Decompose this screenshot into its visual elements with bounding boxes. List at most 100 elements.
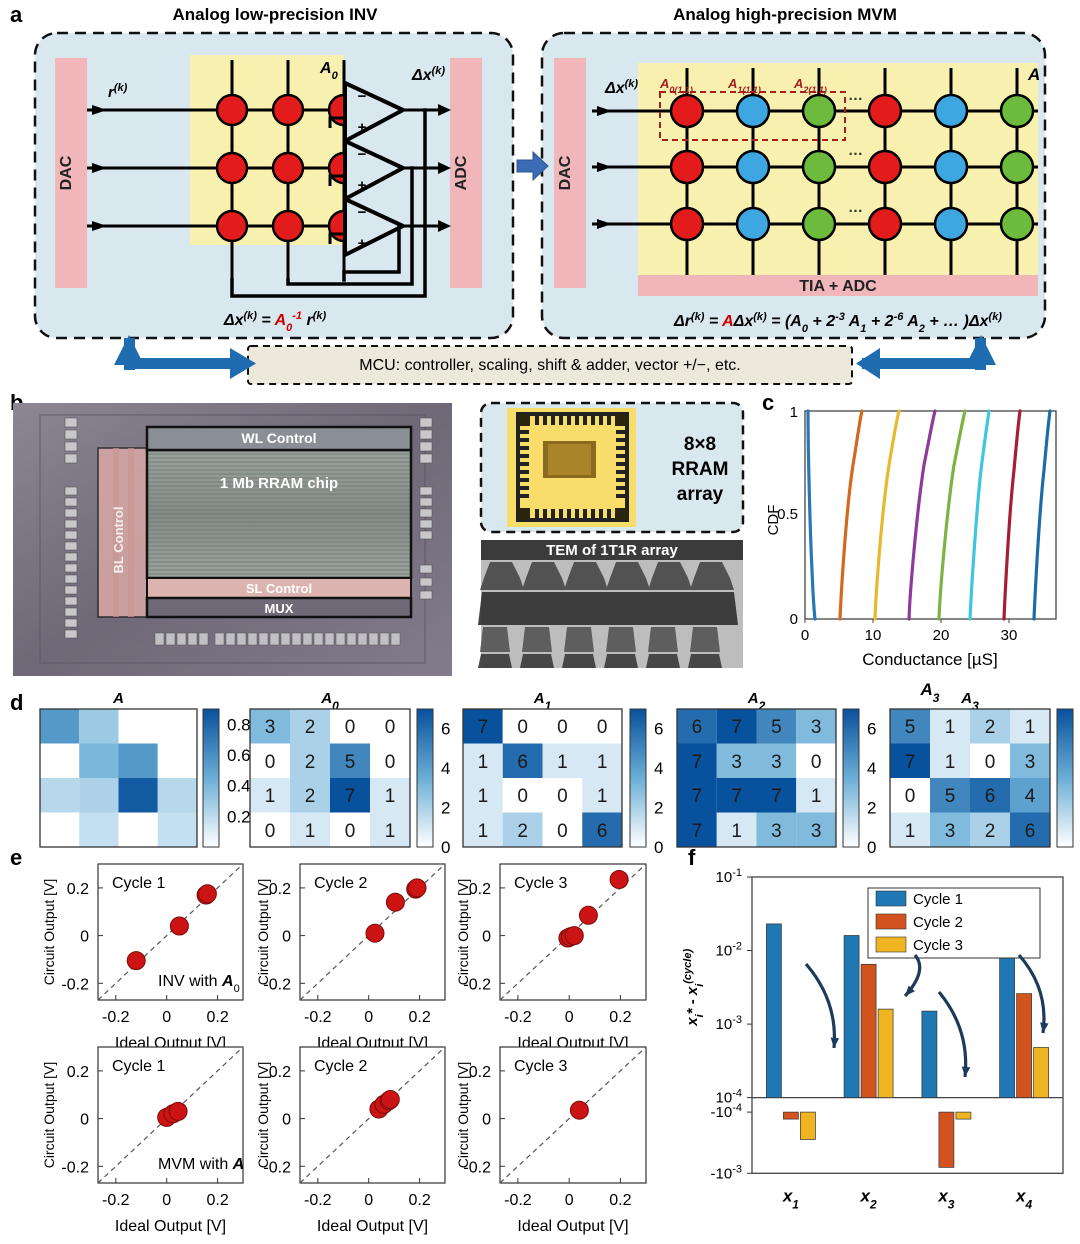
svg-text:6: 6 [985,786,996,807]
svg-text:2: 2 [985,821,996,842]
svg-text:0: 0 [345,821,356,842]
svg-text:0: 0 [517,717,528,738]
svg-text:-0.2: -0.2 [102,1192,130,1209]
svg-text:A: A [1027,65,1040,84]
svg-text:1: 1 [790,404,798,421]
svg-text:0.2: 0.2 [469,881,491,898]
svg-text:…: … [848,87,863,104]
svg-text:−: − [358,204,367,221]
svg-text:0: 0 [801,627,809,644]
svg-text:ADC: ADC [453,155,470,190]
svg-text:1: 1 [1025,717,1036,738]
svg-text:0: 0 [565,1192,574,1209]
svg-text:Circuit Output [V]: Circuit Output [V] [255,1062,271,1169]
svg-text:7: 7 [905,752,916,773]
svg-text:1: 1 [478,752,489,773]
svg-text:0: 0 [80,1112,89,1129]
svg-text:1: 1 [265,786,276,807]
svg-text:-0.2: -0.2 [504,1192,532,1209]
svg-text:1 Mb RRAM chip: 1 Mb RRAM chip [220,475,338,492]
svg-text:1: 1 [905,821,916,842]
svg-text:e: e [10,845,22,870]
svg-text:0.2: 0.2 [408,1192,430,1209]
svg-text:0: 0 [557,717,568,738]
svg-text:-0.2: -0.2 [102,1009,130,1026]
svg-text:DAC: DAC [557,155,574,190]
svg-text:Circuit Output [V]: Circuit Output [V] [455,879,471,986]
svg-text:0: 0 [811,752,822,773]
svg-text:array: array [677,484,724,505]
svg-text:0: 0 [265,821,276,842]
svg-text:0.2: 0.2 [206,1009,228,1026]
svg-text:0: 0 [162,1009,171,1026]
svg-text:0: 0 [265,752,276,773]
svg-text:−: − [358,88,367,105]
svg-text:2: 2 [441,799,450,818]
svg-text:Ideal Output [V]: Ideal Output [V] [317,1218,428,1235]
svg-text:Cycle 2: Cycle 2 [314,1058,367,1075]
svg-text:1: 1 [811,786,822,807]
svg-text:−: − [358,146,367,163]
svg-text:6: 6 [867,720,876,739]
svg-text:3: 3 [771,821,782,842]
svg-text:1: 1 [597,752,608,773]
svg-text:0.4: 0.4 [227,777,251,796]
svg-text:0: 0 [364,1009,373,1026]
svg-text:Circuit Output [V]: Circuit Output [V] [41,879,57,986]
svg-text:0.2: 0.2 [67,881,89,898]
svg-text:0.6: 0.6 [227,746,251,765]
svg-text:-0.2: -0.2 [504,1009,532,1026]
svg-text:7: 7 [692,821,703,842]
svg-text:Conductance [µS]: Conductance [µS] [862,650,998,669]
svg-text:0.2: 0.2 [609,1192,631,1209]
svg-text:6: 6 [692,717,703,738]
svg-text:0: 0 [482,929,491,946]
svg-text:10: 10 [865,627,882,644]
svg-text:0: 0 [385,717,396,738]
svg-text:-0.2: -0.2 [304,1192,332,1209]
svg-text:MVM with A: MVM with A [158,1156,244,1173]
svg-text:MCU: controller, scaling, shif: MCU: controller, scaling, shift & adder,… [359,357,741,374]
svg-text:0: 0 [385,752,396,773]
svg-text:2: 2 [654,799,663,818]
svg-text:3: 3 [945,821,956,842]
svg-text:Cycle 3: Cycle 3 [913,937,963,954]
svg-text:a: a [10,2,23,27]
svg-text:0: 0 [345,717,356,738]
svg-text:0: 0 [162,1192,171,1209]
svg-text:3: 3 [265,717,276,738]
svg-text:MUX: MUX [265,601,294,616]
svg-text:0: 0 [790,611,798,628]
svg-text:Ideal Output [V]: Ideal Output [V] [517,1218,628,1235]
svg-text:0: 0 [441,838,450,857]
svg-text:8×8: 8×8 [684,434,716,455]
svg-text:0.2: 0.2 [227,807,251,826]
svg-text:0: 0 [654,838,663,857]
svg-text:f: f [688,845,696,870]
svg-text:+: + [358,177,367,194]
svg-text:2: 2 [305,752,316,773]
svg-text:30: 30 [1001,627,1018,644]
svg-text:d: d [10,690,23,715]
svg-text:6: 6 [1025,821,1036,842]
svg-text:0: 0 [597,717,608,738]
svg-text:1: 1 [557,752,568,773]
svg-text:7: 7 [731,717,742,738]
svg-text:1: 1 [385,786,396,807]
svg-text:6: 6 [441,720,450,739]
svg-text:+: + [358,119,367,136]
svg-text:0: 0 [557,821,568,842]
svg-text:0: 0 [364,1192,373,1209]
svg-text:3: 3 [771,752,782,773]
svg-text:1: 1 [731,821,742,842]
svg-text:-0.2: -0.2 [304,1009,332,1026]
svg-text:+: + [358,235,367,252]
svg-text:0: 0 [282,929,291,946]
svg-text:7: 7 [692,752,703,773]
svg-text:4: 4 [867,759,876,778]
svg-text:5: 5 [905,717,916,738]
svg-text:7: 7 [692,786,703,807]
svg-text:Cycle 3: Cycle 3 [514,875,567,892]
svg-text:3: 3 [811,717,822,738]
svg-text:SL Control: SL Control [246,581,312,596]
